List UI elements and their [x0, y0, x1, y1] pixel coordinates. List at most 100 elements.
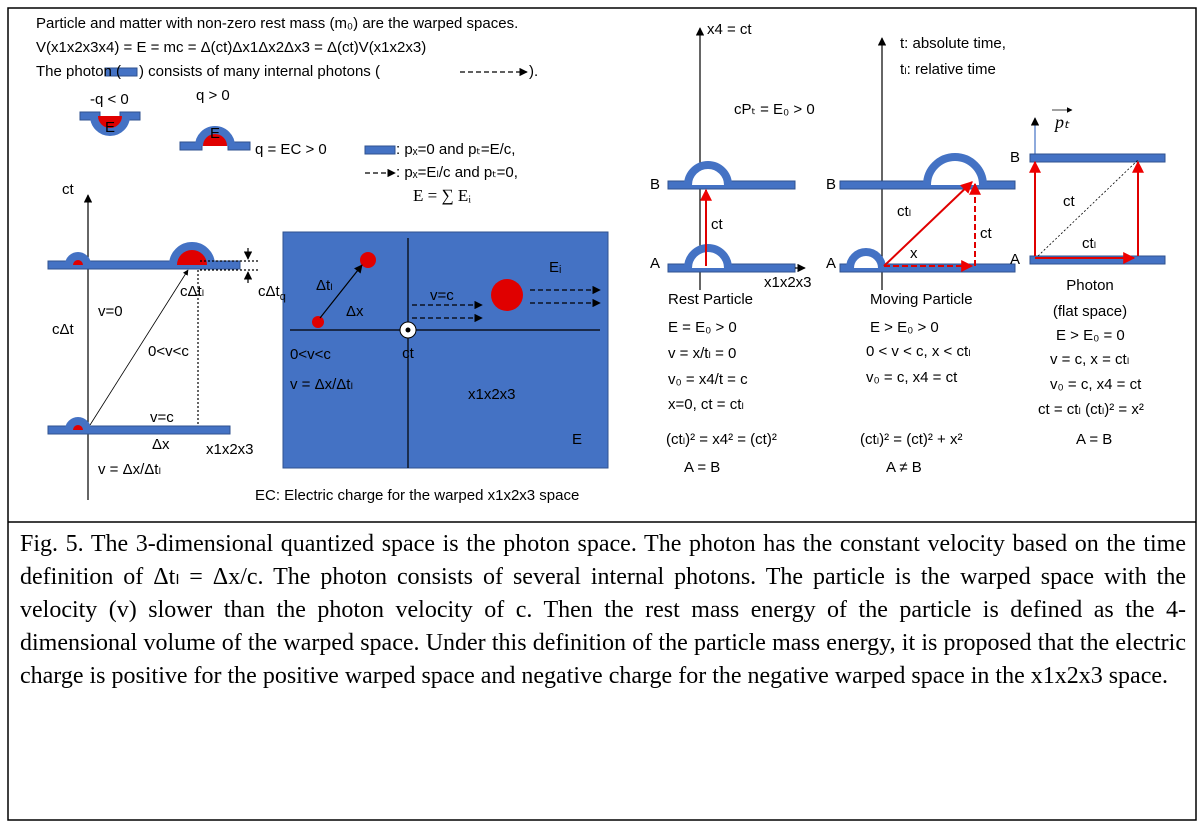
internal-legend: : pₓ=Eₗ/c and pₜ=0, [396, 164, 518, 181]
dt-l: cΔtₗ [180, 283, 204, 300]
axis: ct [62, 181, 75, 198]
ct: ct [980, 225, 993, 242]
text-line: E = E₀ > 0 [668, 319, 737, 336]
ct-l: ctₗ [897, 203, 911, 220]
vc: v=c [150, 409, 174, 426]
warp-arch [90, 115, 130, 136]
x-axis: x1x2x3 [206, 441, 254, 458]
title: Photon [1066, 277, 1114, 294]
space-panel [282, 231, 609, 469]
particle [360, 252, 376, 268]
warp-arch [195, 126, 235, 147]
space-bar [1029, 153, 1166, 163]
energy-pos: E [210, 125, 220, 142]
text-line: ) consists of many internal photons ( [139, 63, 380, 80]
photon-legend: : pₓ=0 and pₜ=E/c, [396, 141, 515, 158]
a: A [826, 255, 836, 272]
ctl-arrow [883, 181, 973, 267]
text-line: v = c, x = ctₗ [1050, 351, 1129, 368]
energy-neg: E [105, 119, 115, 136]
title: Rest Particle [668, 291, 753, 308]
b: B [826, 176, 836, 193]
warp-arch [923, 153, 987, 186]
text-line: (ctₗ)² = x4² = (ct)² [666, 431, 777, 448]
v0: v=0 [98, 303, 123, 320]
text-line: 0 < v < c, x < ctₗ [866, 343, 971, 360]
warp-arch [169, 242, 215, 266]
time1: t: absolute time, [900, 35, 1006, 52]
dotted-line [1037, 159, 1139, 257]
energy-sum: E = ∑ Eᵢ [413, 186, 471, 205]
text-line: v₀ = c, x4 = ct [1050, 376, 1142, 393]
space-bar [47, 425, 231, 435]
dx: Δx [152, 436, 170, 453]
text-line: v₀ = x4/t = c [668, 371, 748, 388]
dt-l: Δtₗ [316, 277, 333, 294]
energy: E [572, 431, 582, 448]
text-line: A = B [684, 459, 720, 476]
photon-icon [104, 67, 138, 77]
warp-arch [65, 417, 91, 431]
vmid: 0<v<c [148, 343, 189, 360]
text-line: (ctₗ)² = (ct)² + x² [860, 431, 962, 448]
ct: ct [402, 345, 415, 362]
dt-q-sub: q [280, 291, 286, 303]
x: x [910, 245, 918, 262]
b: B [1010, 149, 1020, 166]
caption: Fig. 5. The 3-dimensional quantized spac… [20, 531, 1186, 689]
ct-axis-dot [405, 327, 411, 333]
charge-def: q = EC > 0 [255, 141, 327, 158]
velocity-arrow [319, 264, 363, 319]
warp-arch [65, 252, 91, 266]
text-line: A ≠ B [886, 459, 922, 476]
warp-arch [846, 248, 886, 269]
positive: q > 0 [196, 87, 230, 104]
velocity: v = Δx/Δtₗ [98, 461, 161, 478]
space-bar [839, 263, 1016, 273]
subtitle: (flat space) [1053, 303, 1127, 320]
line1: Particle and matter with non-zero rest m… [36, 15, 518, 32]
frame [7, 7, 1197, 821]
velocity: v = Δx/Δtₗ [290, 376, 353, 393]
dt: cΔt [52, 321, 75, 338]
text-line: A = B [1076, 431, 1112, 448]
line2: V(x1x2x3x4) = E = mc = Δ(ct)Δx1Δx2Δx3 = … [36, 39, 426, 56]
vmid: 0<v<c [290, 346, 331, 363]
text-line: E > E₀ > 0 [870, 319, 939, 336]
a: A [650, 255, 660, 272]
photon-icon [364, 145, 396, 155]
dt-q-label: cΔtq [258, 283, 286, 303]
momentum: pₜ [1053, 112, 1070, 132]
particle [312, 316, 324, 328]
momentum: cPₜ = E₀ > 0 [734, 101, 815, 118]
space-bar [1029, 255, 1166, 265]
e-i: Eᵢ [549, 259, 561, 276]
x-axis: x1x2x3 [764, 274, 812, 291]
text-line: x=0, ct = ctₗ [668, 396, 744, 413]
text-line: ). [529, 63, 538, 80]
text-line: v = x/tₗ = 0 [668, 345, 736, 362]
dx: Δx [346, 303, 364, 320]
space: x1x2x3 [468, 386, 516, 403]
warp-arch [684, 161, 732, 186]
ct: ct [1063, 193, 1076, 210]
negative: -q < 0 [90, 91, 129, 108]
text-line: The photon ( [36, 63, 121, 80]
warp-arch [684, 244, 732, 269]
note: EC: Electric charge for the warped x1x2x… [255, 487, 579, 504]
title: Moving Particle [870, 291, 973, 308]
diagram-texts: Particle and matter with non-zero rest m… [36, 15, 1144, 504]
vc: v=c [430, 287, 454, 304]
velocity-arrow [89, 269, 189, 426]
text-line: E > E₀ = 0 [1056, 327, 1125, 344]
particle [491, 279, 523, 311]
b: B [650, 176, 660, 193]
dt-q-base: cΔt [258, 283, 281, 300]
text-line: ct = ctₗ (ctₗ)² = x² [1038, 401, 1144, 418]
axis: x4 = ct [707, 21, 752, 38]
time2: tₗ: relative time [900, 61, 996, 78]
text-line: v₀ = c, x4 = ct [866, 369, 958, 386]
space-bar [47, 260, 241, 270]
